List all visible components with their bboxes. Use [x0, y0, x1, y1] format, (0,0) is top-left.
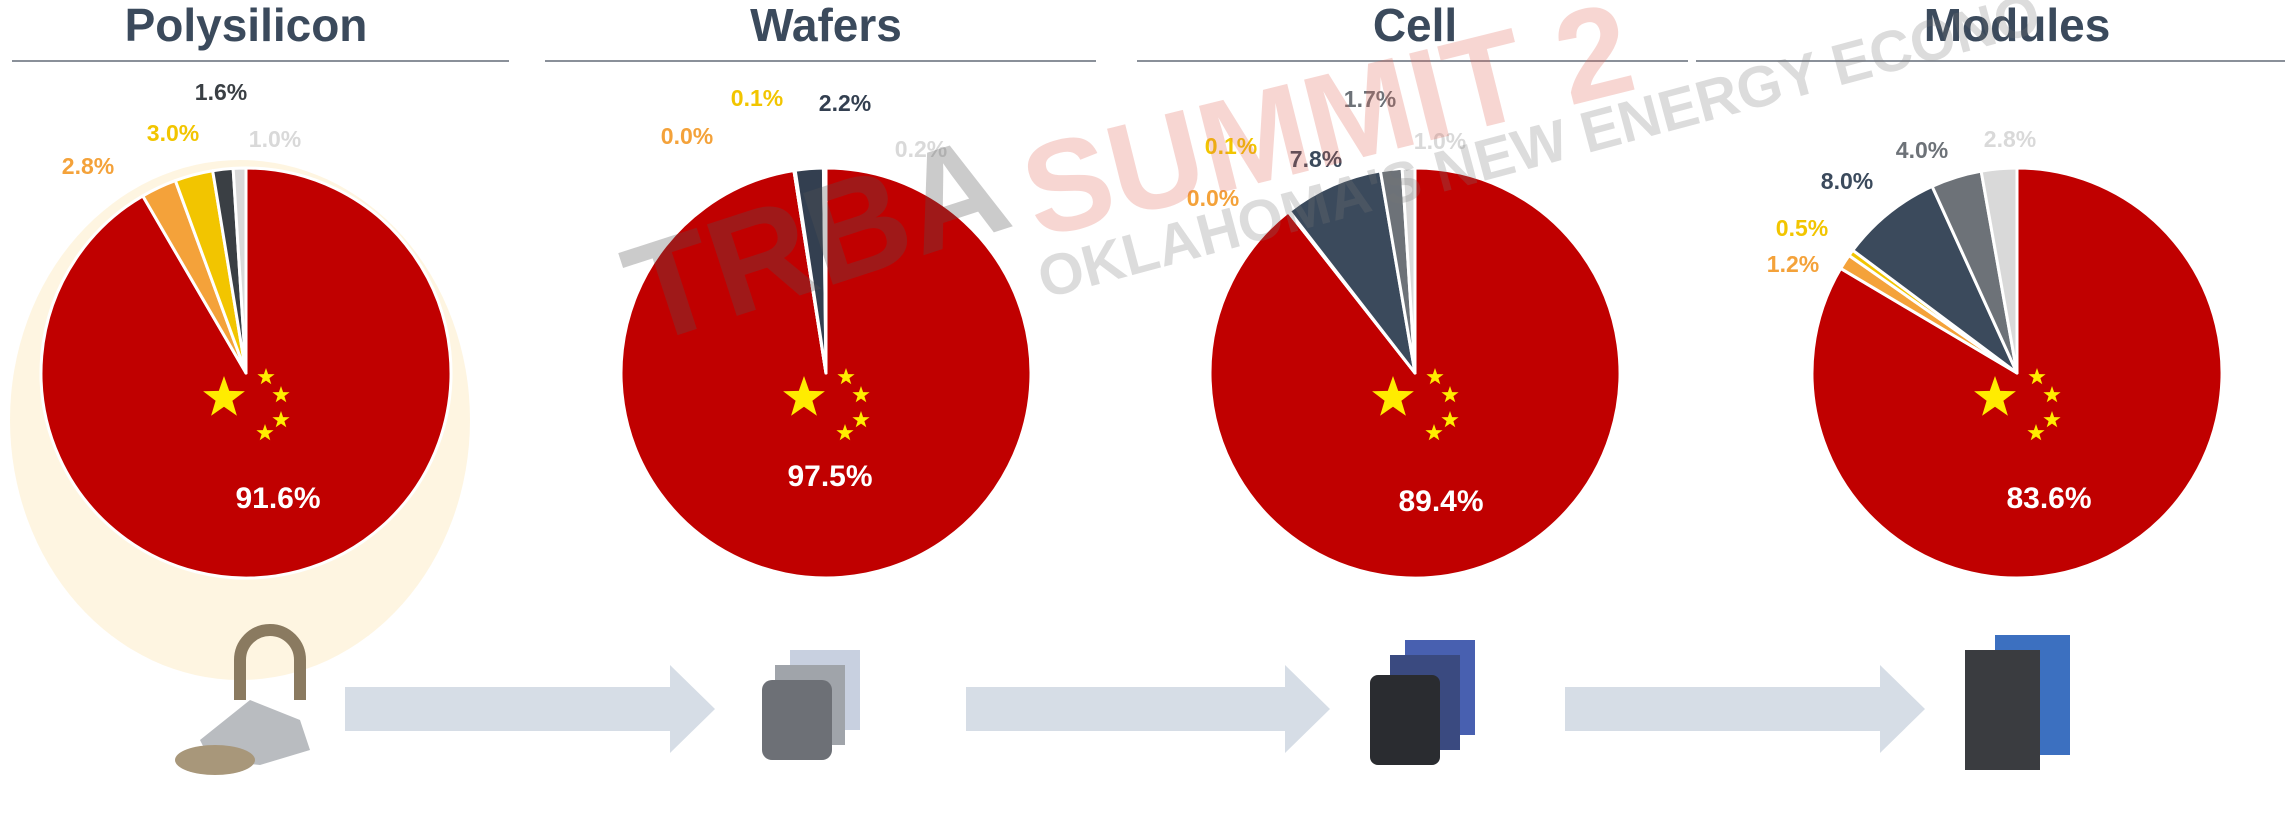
data-label: 97.5%	[787, 460, 872, 493]
data-label: 1.6%	[195, 79, 247, 105]
data-label: 0.1%	[731, 85, 783, 111]
data-label: 2.8%	[1984, 126, 2036, 152]
data-label: 1.0%	[249, 126, 301, 152]
modules-icon	[1965, 635, 2070, 770]
arrow	[345, 665, 715, 753]
process-arrows	[345, 665, 1925, 753]
data-label: 83.6%	[2006, 482, 2091, 515]
chart-title: Wafers	[750, 0, 902, 51]
page: Polysilicon 91.6% 2.8% 3.0% 1.6%1.0% Wafers 97…	[0, 0, 2292, 828]
data-label: 89.4%	[1398, 485, 1483, 518]
arrow	[966, 665, 1330, 753]
arrow	[1565, 665, 1925, 753]
data-label: 2.2%	[819, 90, 871, 116]
data-label: 4.0%	[1896, 137, 1948, 163]
data-label: 1.2%	[1767, 251, 1819, 277]
data-label: 91.6%	[235, 482, 320, 515]
data-label: 0.5%	[1776, 215, 1828, 241]
cell-icon	[1370, 640, 1475, 765]
data-label: 3.0%	[147, 120, 199, 146]
data-label: 8.0%	[1821, 168, 1873, 194]
data-label: 0.0%	[661, 123, 713, 149]
chart-title: Polysilicon	[125, 0, 368, 51]
data-label: 2.8%	[62, 153, 114, 179]
wafers-icon	[762, 650, 860, 760]
